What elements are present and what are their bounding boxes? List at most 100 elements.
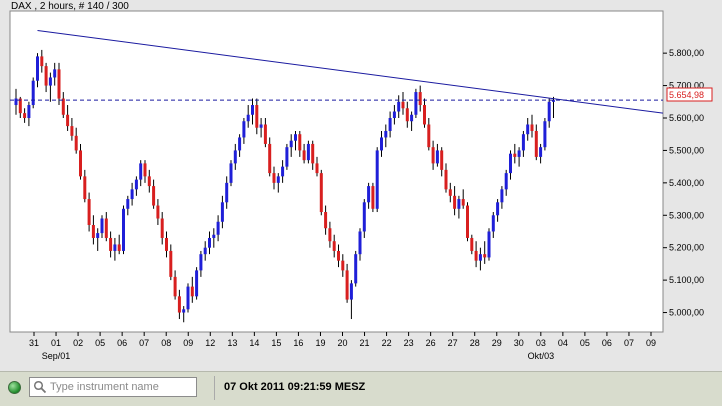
candle-up — [134, 179, 138, 190]
candle-up — [496, 202, 500, 216]
lines-layer — [10, 29, 664, 114]
candle-down — [319, 173, 323, 213]
candle-down — [345, 270, 349, 300]
candle-up — [289, 140, 293, 148]
candle-up — [285, 147, 289, 167]
candle-down — [83, 176, 87, 200]
candle-up — [139, 163, 143, 180]
candle-down — [315, 163, 319, 174]
x-tick-label: 07 — [624, 338, 634, 348]
candle-down — [190, 286, 194, 297]
candle-down — [272, 173, 276, 183]
candle-up — [457, 199, 461, 209]
y-tick-label: 5.600,00 — [669, 113, 704, 123]
x-tick-label: 09 — [183, 338, 193, 348]
candle-up — [552, 100, 555, 102]
candle-up — [100, 218, 104, 234]
candle-up — [27, 105, 31, 118]
candle-up — [281, 166, 285, 177]
search-box[interactable] — [29, 377, 197, 397]
x-tick-label: 16 — [293, 338, 303, 348]
candle-up — [225, 182, 229, 203]
candle-down — [44, 66, 48, 86]
candle-down — [483, 254, 487, 258]
candle-up — [397, 101, 401, 112]
candle-down — [444, 169, 448, 190]
candle-up — [392, 111, 396, 118]
candle-down — [70, 126, 74, 136]
x-tick-label: 21 — [360, 338, 370, 348]
candle-down — [405, 108, 409, 122]
chart-title: DAX , 2 hours, # 140 / 300 — [11, 1, 129, 12]
candle-up — [276, 176, 280, 183]
x-tick-label: 23 — [404, 338, 414, 348]
candle-up — [349, 283, 353, 300]
candle-down — [152, 186, 156, 206]
x-tick-label: 28 — [470, 338, 480, 348]
candle-up — [354, 254, 358, 284]
candle-up — [414, 92, 418, 115]
candle-up — [212, 234, 216, 238]
candle-up — [388, 118, 392, 131]
candle-down — [255, 105, 259, 128]
x-tick-label: 14 — [249, 338, 259, 348]
x-tick-label: 03 — [536, 338, 546, 348]
x-tick-label: 12 — [205, 338, 215, 348]
candle-up — [96, 233, 100, 238]
candle-up — [491, 215, 495, 232]
instrument-search-input[interactable] — [50, 379, 194, 395]
x-tick-label: 27 — [448, 338, 458, 348]
candle-down — [466, 205, 469, 238]
x-tick-label: 05 — [580, 338, 590, 348]
candle-up — [53, 69, 57, 78]
x-axis: 31 01 02 05 06 07 08 09 12 13 14 15 16 19 20 21 22 23 26 27… — [29, 332, 656, 361]
price-label-group: 5.654,98 — [666, 87, 713, 102]
y-tick-label: 5.100,00 — [669, 275, 704, 285]
status-datetime: 07 Okt 2011 09:21:59 MESZ — [224, 381, 366, 393]
candle-down — [143, 163, 147, 177]
candle-down — [418, 92, 422, 106]
candle-down — [431, 147, 435, 164]
x-tick-label: 30 — [514, 338, 524, 348]
candle-down — [160, 218, 164, 238]
candle-down — [328, 228, 332, 242]
x-tick-label: 22 — [382, 338, 392, 348]
candle-up — [543, 121, 547, 148]
candle-up — [246, 114, 250, 122]
candle-down — [61, 98, 65, 115]
candle-down — [337, 250, 340, 261]
candle-down — [40, 56, 44, 67]
candle-down — [23, 113, 27, 118]
candle-up — [547, 101, 551, 122]
candle-down — [74, 135, 78, 151]
candle-down — [401, 101, 405, 109]
candle-up — [186, 286, 190, 310]
y-axis: 5.800,00 5.700,00 5.600,00 5.500,00 5.400,00… — [663, 48, 704, 318]
candle-down — [332, 241, 336, 251]
trend-line — [37, 29, 664, 114]
candle-down — [18, 98, 22, 114]
candle-up — [526, 124, 530, 135]
candle-up — [384, 130, 388, 138]
candle-up — [203, 247, 207, 255]
x-tick-label: 06 — [117, 338, 127, 348]
candle-up — [126, 199, 130, 209]
candle-down — [470, 237, 474, 251]
candle-up — [478, 254, 482, 261]
candle-down — [298, 134, 302, 151]
candle-up — [216, 221, 220, 235]
candle-up — [435, 150, 439, 164]
candle-up — [539, 147, 543, 157]
candle-up — [233, 150, 237, 164]
candle-down — [177, 296, 181, 313]
candle-up — [259, 124, 263, 128]
chart-svg: DAX , 2 hours, # 140 / 300 5.800,00 5.700… — [9, 1, 713, 361]
candle-up — [242, 121, 246, 138]
x-tick-label: 09 — [646, 338, 656, 348]
x-tick-label: 26 — [426, 338, 436, 348]
candle-up — [36, 56, 39, 81]
y-tick-label: 5.700,00 — [669, 81, 704, 91]
candle-down — [147, 176, 151, 187]
y-tick-label: 5.200,00 — [669, 243, 704, 253]
search-icon — [33, 380, 47, 394]
